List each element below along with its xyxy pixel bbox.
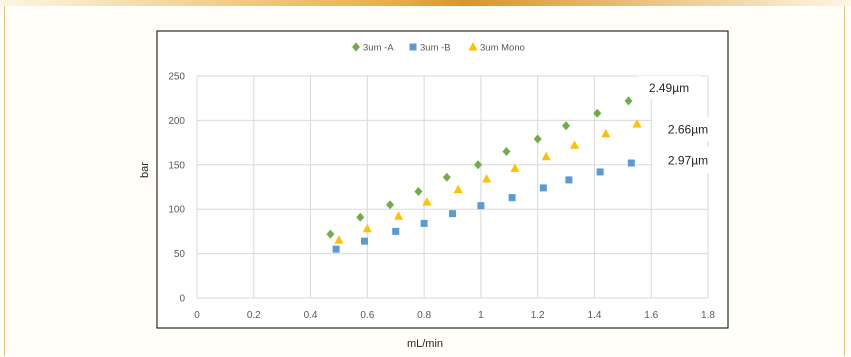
data-point-3um-b [449,210,456,218]
x-axis-title: mL/min [407,338,443,350]
data-point-3um-b [392,227,400,235]
data-point-3um-mono [570,140,580,149]
x-tick-label: 1.8 [701,310,715,321]
annotation-box [652,147,724,173]
data-point-3um-a [533,134,542,144]
header-accent-band [0,0,851,6]
data-point-3um-mono [541,151,551,161]
y-tick-labels: 0 50 100 150 200 250 [168,72,185,305]
data-point-3um-mono [334,235,344,244]
data-point-3um-b [508,194,516,202]
data-point-3um-mono [510,163,520,172]
x-tick-labels: 0 0.2 0.4 0.6 0.8 1 1.2 1.4 1.6 1.8 [194,310,715,321]
x-tick-label: 1.2 [531,310,545,321]
y-tick-label: 100 [168,205,185,216]
x-tick-label: 1.4 [587,310,601,321]
data-point-3um-a [502,146,511,156]
data-point-3um-mono [394,211,404,220]
data-point-3um-mono [601,128,611,138]
data-point-3um-b [420,219,428,227]
legend-marker-0 [352,42,360,52]
data-point-3um-mono [362,223,372,233]
x-tick-label: 0.4 [304,310,318,321]
data-point-3um-a [326,229,335,239]
data-point-3um-b [477,202,485,210]
data-point-3um-b [627,159,635,167]
data-point-3um-a [624,96,633,106]
annotation-label: 2.97µm [668,154,708,168]
annotation-label: 2.66µm [668,123,708,137]
data-point-3um-a [562,121,571,131]
legend-label: 3um -A [363,43,394,54]
data-point-3um-mono [453,184,463,194]
annotation-box [652,117,724,141]
data-point-3um-a [386,200,395,210]
legend: 3um -A 3um -B 3um Mono [352,42,525,54]
x-tick-label: 0.2 [247,310,261,321]
y-axis-title: bar [139,162,151,178]
data-points [326,96,642,253]
data-point-3um-b [332,245,340,253]
data-point-3um-mono [632,118,642,128]
annotation-label: 2.49µm [649,81,689,95]
y-tick-label: 150 [168,160,185,171]
x-tick-label: 1 [478,310,484,321]
annotations: 2.49µm 2.66µm 2.97µm [638,76,724,173]
chart-area-border [156,30,729,329]
data-point-3um-mono [422,197,432,206]
data-point-3um-b [360,237,368,245]
y-tick-label: 0 [179,294,185,305]
annotation-box [638,76,700,99]
legend-marker-1 [409,43,417,51]
figure-frame [4,6,845,356]
legend-label: 3um Mono [480,43,525,54]
x-tick-label: 0.6 [360,310,374,321]
data-point-3um-mono [482,174,492,183]
data-point-3um-a [356,212,365,222]
legend-label: 3um -B [420,43,451,54]
legend-marker-2 [468,42,478,51]
data-point-3um-a [414,186,423,196]
y-tick-label: 250 [168,72,185,83]
data-point-3um-a [593,108,602,118]
data-point-3um-b [565,176,573,184]
data-point-3um-a [474,160,483,170]
x-tick-label: 0 [194,310,200,321]
y-tick-label: 50 [174,249,186,260]
data-point-3um-b [539,184,547,192]
y-tick-label: 200 [168,116,185,127]
data-point-3um-a [442,172,451,182]
x-tick-label: 0.8 [417,310,431,321]
data-point-3um-b [596,168,604,176]
x-tick-label: 1.6 [644,310,658,321]
